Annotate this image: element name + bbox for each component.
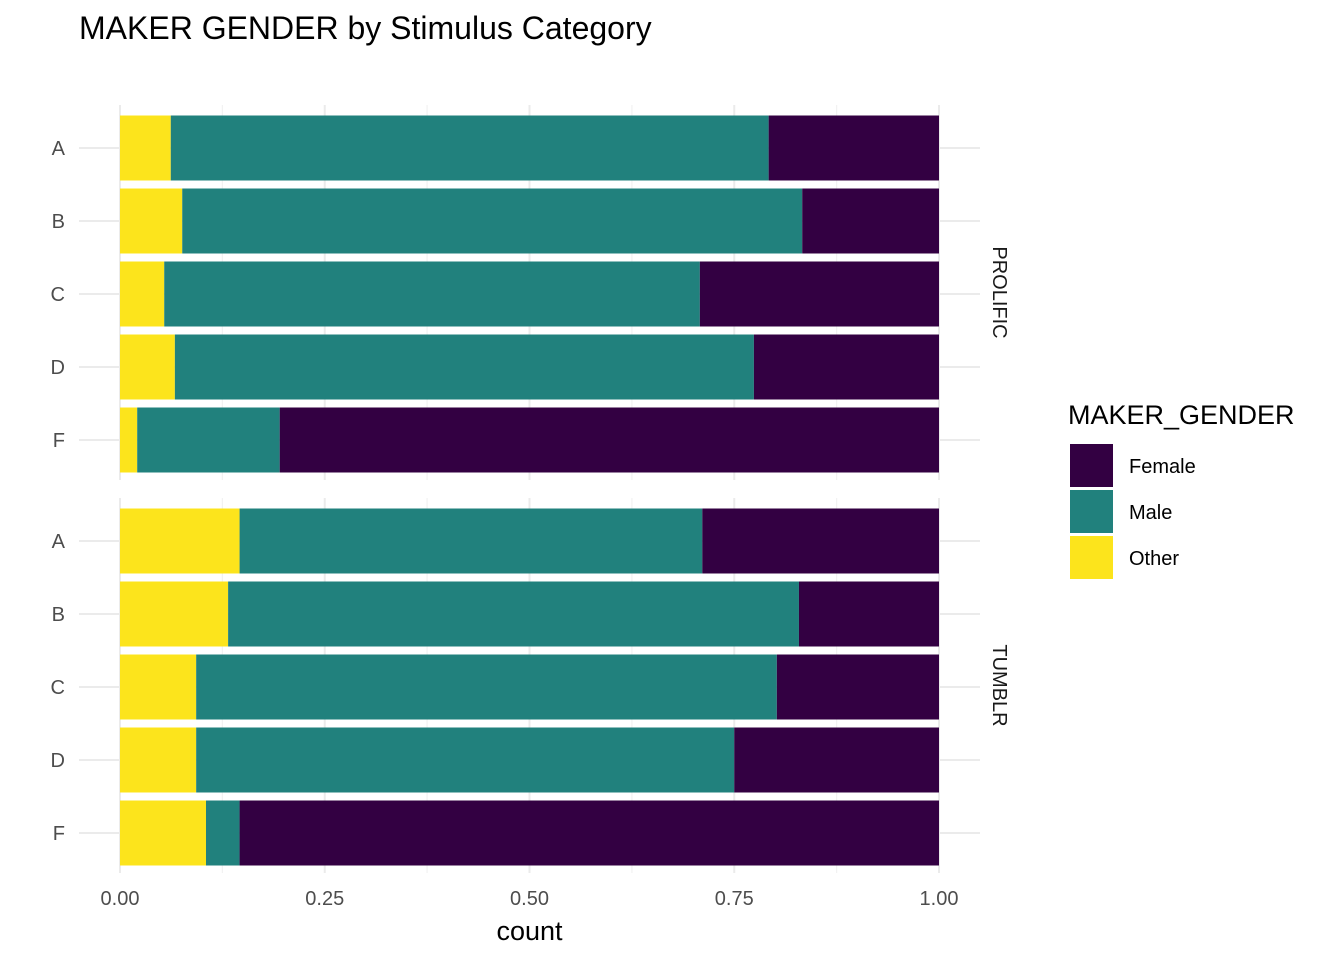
y-tick-label: B [52,211,65,233]
y-tick-label: D [51,750,65,772]
bar-prolific-b-male [182,188,803,254]
bar-prolific-a-male [170,115,769,181]
legend: MAKER_GENDER Female Male Other [1068,400,1295,579]
legend-label: Female [1129,456,1196,478]
bar-prolific-a-female [768,115,939,181]
bar-tumblr-c-other [120,654,197,720]
bar-prolific-b-other [120,188,183,254]
legend-key-female [1070,444,1113,487]
bar-prolific-a-other [120,115,171,181]
bar-tumblr-f-male [205,800,240,866]
bar-tumblr-c-female [776,654,939,720]
bar-prolific-f-female [279,407,940,473]
y-tick-label: C [51,677,65,699]
bar-tumblr-c-male [196,654,777,720]
x-tick-label: 1.00 [920,888,959,910]
x-axis-ticks: 0.00 0.25 0.50 0.75 1.00 [101,888,959,910]
x-tick-label: 0.50 [510,888,549,910]
bar-tumblr-a-female [702,508,939,574]
bar-tumblr-b-female [798,581,939,647]
bar-prolific-b-female [802,188,939,254]
facet-strip-label: TUMBLR [988,644,1010,726]
bar-prolific-d-male [174,334,754,400]
y-tick-label: D [51,357,65,379]
bar-prolific-d-other [120,334,175,400]
legend-title: MAKER_GENDER [1068,400,1295,430]
y-tick-label: A [52,531,66,553]
x-tick-label: 0.00 [101,888,140,910]
bar-tumblr-f-other [120,800,206,866]
legend-label: Male [1129,502,1172,524]
bar-prolific-f-other [120,407,138,473]
facet-strip-label: PROLIFIC [988,246,1010,338]
bar-tumblr-d-male [196,727,735,793]
bar-tumblr-d-female [734,727,939,793]
legend-key-other [1070,536,1113,579]
bar-tumblr-f-female [239,800,940,866]
y-tick-label: B [52,604,65,626]
legend-label: Other [1129,548,1179,570]
bar-prolific-d-female [753,334,939,400]
bar-prolific-f-male [137,407,280,473]
facet-panels: A B C D F PROLIFIC A B C D F TUMBLR [51,105,1010,873]
bar-tumblr-a-other [120,508,240,574]
bar-prolific-c-female [699,261,939,327]
chart-title: MAKER GENDER by Stimulus Category [79,10,652,46]
bar-prolific-c-other [120,261,165,327]
bar-prolific-c-male [164,261,700,327]
x-tick-label: 0.75 [715,888,754,910]
y-tick-label: F [53,823,65,845]
bar-tumblr-a-male [239,508,703,574]
x-axis-title: count [496,916,563,946]
x-tick-label: 0.25 [305,888,344,910]
y-tick-label: A [52,138,66,160]
bar-tumblr-b-other [120,581,229,647]
y-tick-label: F [53,430,65,452]
y-tick-label: C [51,284,65,306]
facet-panel-tumblr: A B C D F TUMBLR [51,498,1010,873]
bar-tumblr-d-other [120,727,197,793]
bar-tumblr-b-male [228,581,799,647]
facet-panel-prolific: A B C D F PROLIFIC [51,105,1010,480]
legend-key-male [1070,490,1113,533]
